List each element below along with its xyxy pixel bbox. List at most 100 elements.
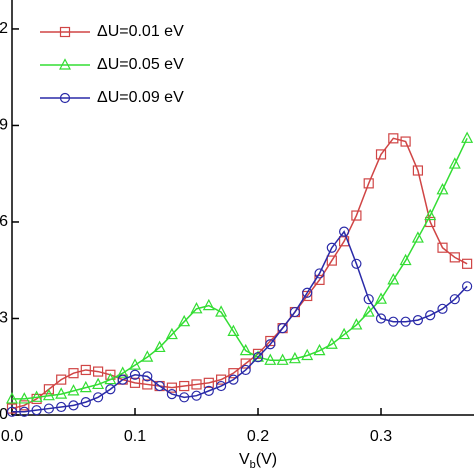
marker <box>166 382 178 393</box>
x-tick-label: 0.2 <box>247 428 269 445</box>
x-tick-label: 0.0 <box>1 428 23 445</box>
marker <box>375 292 388 304</box>
marker <box>375 149 387 160</box>
marker <box>338 327 351 340</box>
x-axis-label: Vb(V) <box>239 451 277 471</box>
x-tick-label: 0.1 <box>124 428 146 445</box>
marker <box>56 401 67 413</box>
marker <box>425 310 436 321</box>
marker <box>252 348 264 359</box>
marker <box>6 406 18 417</box>
marker <box>388 133 399 144</box>
y-tick-label: 0.3 <box>0 310 8 327</box>
marker <box>363 178 374 189</box>
marker <box>339 226 350 237</box>
marker <box>228 374 239 385</box>
marker <box>19 406 30 417</box>
marker <box>56 374 67 385</box>
marker <box>6 392 18 404</box>
marker <box>375 313 387 324</box>
series-line <box>12 230 468 413</box>
marker <box>104 372 117 385</box>
marker <box>301 348 314 361</box>
legend-marker <box>59 92 71 104</box>
marker <box>265 335 276 347</box>
marker <box>30 390 43 402</box>
marker <box>68 400 79 411</box>
marker <box>43 403 55 414</box>
series-line <box>12 138 468 400</box>
marker <box>6 403 18 414</box>
y-tick-label: 0.0 <box>0 406 8 423</box>
marker <box>289 306 301 318</box>
marker <box>31 405 42 416</box>
marker <box>31 393 42 405</box>
marker <box>239 343 252 356</box>
marker <box>129 377 141 388</box>
marker <box>449 252 460 263</box>
marker <box>302 287 313 298</box>
marker <box>129 369 141 380</box>
marker <box>191 379 202 390</box>
marker <box>93 366 104 377</box>
marker <box>166 388 178 400</box>
marker <box>388 316 399 327</box>
x-label-rest: (V) <box>256 451 277 468</box>
marker <box>351 210 362 221</box>
y-tick-label: 1.2 <box>0 20 8 37</box>
marker <box>462 258 473 269</box>
marker <box>461 131 474 143</box>
marker <box>43 384 55 395</box>
marker <box>153 340 166 353</box>
marker <box>412 314 424 326</box>
marker <box>67 384 80 396</box>
marker <box>400 136 411 147</box>
marker <box>326 255 337 266</box>
marker <box>425 216 436 228</box>
marker <box>449 294 460 305</box>
marker <box>216 374 227 385</box>
marker <box>240 364 251 376</box>
marker <box>436 183 449 195</box>
marker <box>129 358 141 370</box>
marker <box>339 236 350 247</box>
marker <box>252 351 264 363</box>
marker <box>203 377 214 388</box>
marker <box>92 377 105 390</box>
marker <box>19 400 30 411</box>
marker <box>227 324 240 336</box>
marker <box>142 371 153 382</box>
marker <box>362 305 375 317</box>
marker <box>437 303 448 314</box>
marker <box>350 318 363 330</box>
legend-label: ΔU=0.01 eV <box>97 23 184 40</box>
x-label-main: V <box>239 451 250 468</box>
marker <box>448 157 461 169</box>
marker <box>68 368 79 379</box>
y-tick-label: 0.9 <box>0 117 8 134</box>
marker <box>18 392 31 404</box>
marker <box>190 302 203 314</box>
marker <box>437 242 448 253</box>
marker <box>105 384 116 395</box>
marker <box>240 358 251 369</box>
marker <box>387 273 400 285</box>
x-label-sub: b <box>250 459 256 471</box>
marker <box>117 374 128 385</box>
marker <box>42 388 55 401</box>
marker <box>351 258 362 269</box>
marker <box>276 353 289 365</box>
marker <box>191 390 202 401</box>
marker <box>55 387 68 399</box>
marker <box>179 392 190 403</box>
marker <box>399 253 412 266</box>
legend-label: ΔU=0.05 eV <box>97 56 184 73</box>
x-tick-label: 0.3 <box>370 428 392 445</box>
marker <box>400 316 411 327</box>
marker <box>178 314 191 327</box>
marker <box>363 294 374 305</box>
marker <box>79 380 92 393</box>
marker <box>80 364 91 376</box>
marker <box>141 350 154 362</box>
